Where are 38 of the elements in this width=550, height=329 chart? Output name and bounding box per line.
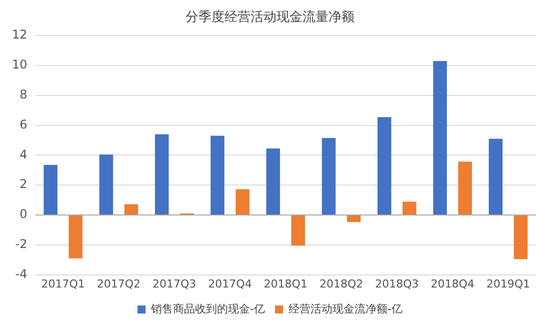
- bar: [210, 136, 224, 214]
- legend-label: 经营活动现金流净额-亿: [288, 302, 402, 316]
- y-tick-label: 4: [20, 147, 28, 162]
- y-tick-label: 8: [20, 88, 28, 102]
- chart-title: 分季度经营活动现金流量净额: [186, 9, 354, 26]
- bar: [488, 138, 503, 214]
- bar: [514, 216, 528, 260]
- bar: [266, 148, 280, 214]
- bar: [68, 216, 82, 258]
- y-tick-label: 12: [12, 28, 28, 42]
- y-tick-label: 10: [12, 58, 28, 72]
- bar: [124, 204, 138, 214]
- x-tick-label: 2017Q2: [96, 277, 141, 290]
- x-tick-label: 2018Q4: [430, 277, 474, 290]
- bar: [236, 189, 250, 214]
- legend-label: 销售商品收到的现金-亿: [150, 302, 266, 316]
- y-tick-label: -4: [15, 266, 28, 281]
- y-tick-label: -2: [15, 237, 28, 252]
- y-tick-label: 6: [20, 117, 28, 132]
- bar: [346, 216, 361, 222]
- x-tick-label: 2017Q3: [152, 277, 196, 290]
- x-tick-label: 2019Q1: [486, 277, 530, 290]
- bar: [458, 162, 472, 214]
- x-tick-label: 2017Q4: [208, 277, 252, 290]
- bar: [154, 134, 169, 214]
- bar: [291, 216, 306, 246]
- x-tick-label: 2017Q1: [41, 277, 85, 290]
- y-tick-label: 0: [20, 207, 28, 222]
- bar: [44, 164, 58, 214]
- bar: [378, 117, 392, 214]
- bar: [433, 61, 447, 214]
- y-tick-label: 2: [20, 177, 28, 192]
- x-tick-label: 2018Q2: [319, 277, 364, 290]
- x-tick-label: 2018Q1: [264, 277, 308, 290]
- bar: [322, 138, 336, 214]
- bar: [402, 202, 416, 214]
- bar: [99, 154, 114, 214]
- x-tick-label: 2018Q3: [375, 277, 419, 290]
